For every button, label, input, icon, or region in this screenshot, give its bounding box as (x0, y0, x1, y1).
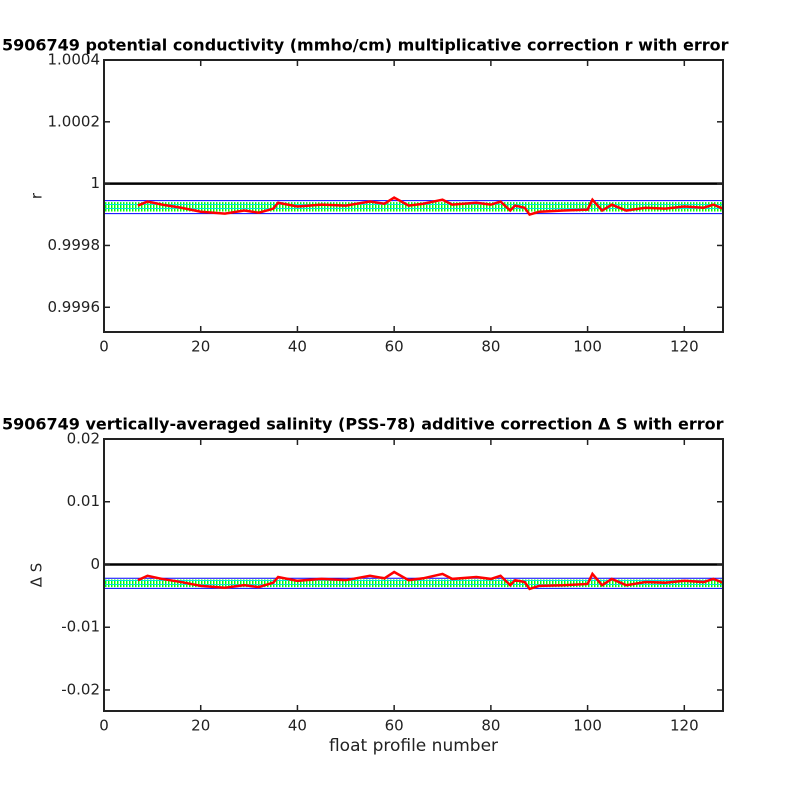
y-axis-label: Δ S (28, 563, 46, 588)
chart-title: 5906749 vertically-averaged salinity (PS… (2, 415, 724, 434)
x-tick-label: 40 (288, 338, 307, 356)
x-tick-label: 100 (573, 717, 602, 735)
plot-frame (103, 59, 724, 333)
y-tick-label: 0.02 (67, 430, 100, 448)
data-line (137, 196, 724, 216)
plot-frame (103, 438, 724, 712)
y-tick-label: 1 (90, 174, 100, 192)
x-tick-label: 0 (99, 717, 109, 735)
y-tick-label: 1.0004 (48, 51, 101, 69)
y-tick-label: 1.0002 (48, 112, 101, 130)
y-tick-label: -0.01 (61, 618, 100, 636)
x-axis-label: float profile number (329, 736, 498, 756)
x-tick-label: 100 (573, 338, 602, 356)
y-tick-label: 0.9998 (48, 236, 101, 254)
x-tick-label: 120 (670, 717, 699, 735)
x-tick-label: 40 (288, 717, 307, 735)
x-tick-label: 80 (481, 717, 500, 735)
y-tick-label: -0.02 (61, 680, 100, 698)
y-axis-label: r (28, 192, 46, 199)
chart-title: 5906749 potential conductivity (mmho/cm)… (2, 36, 729, 55)
x-tick-label: 120 (670, 338, 699, 356)
y-tick-label: 0 (90, 555, 100, 573)
x-tick-label: 20 (191, 338, 210, 356)
data-line (137, 570, 724, 591)
x-tick-label: 0 (99, 338, 109, 356)
x-tick-label: 60 (385, 338, 404, 356)
y-tick-label: 0.9996 (48, 298, 101, 316)
x-tick-label: 20 (191, 717, 210, 735)
x-tick-label: 60 (385, 717, 404, 735)
y-tick-label: 0.01 (67, 492, 100, 510)
x-tick-label: 80 (481, 338, 500, 356)
